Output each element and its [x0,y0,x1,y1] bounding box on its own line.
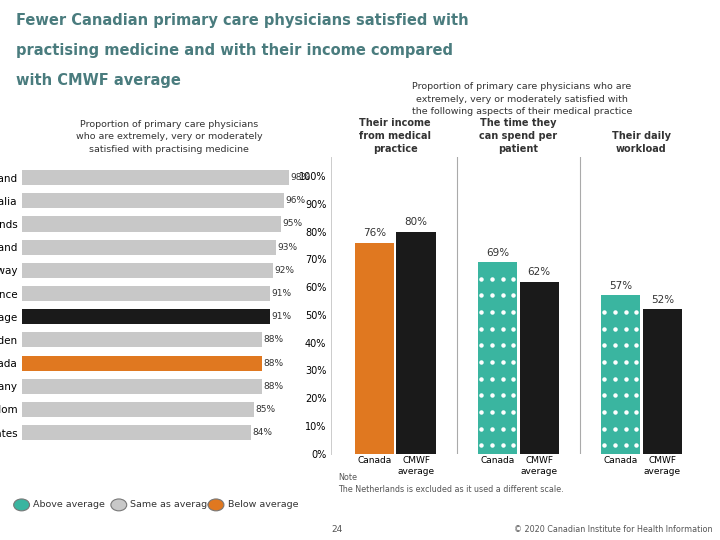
Text: Their daily
workload: Their daily workload [612,131,671,154]
Bar [22,355,262,370]
Text: 52%: 52% [651,295,674,305]
Text: 57%: 57% [609,281,632,291]
Text: 92%: 92% [274,266,294,275]
Text: 88%: 88% [264,382,284,391]
Text: 88%: 88% [264,359,284,368]
Bar [22,193,284,208]
Bar [22,170,289,185]
Text: Proportion of primary care physicians
who are extremely, very or moderately
sati: Proportion of primary care physicians wh… [76,120,263,154]
Text: 69%: 69% [486,248,509,258]
Bar [22,402,254,417]
Text: Below average: Below average [228,501,298,509]
Text: 95%: 95% [283,219,302,228]
Text: 98%: 98% [291,173,311,182]
Text: Proportion of primary care physicians who are
extremely, very or moderately sati: Proportion of primary care physicians wh… [412,82,632,116]
Bar [397,232,436,454]
Text: Above average: Above average [33,501,105,509]
Text: 85%: 85% [256,405,276,414]
Bar [520,281,559,454]
Bar [22,379,262,394]
Bar [600,295,640,454]
Text: 62%: 62% [528,267,551,278]
Text: Fewer Canadian primary care physicians satisfied with: Fewer Canadian primary care physicians s… [16,14,469,29]
Bar [22,217,282,232]
Text: Note
The Netherlands is excluded as it used a different scale.: Note The Netherlands is excluded as it u… [338,472,564,494]
Text: Same as average: Same as average [130,501,213,509]
Text: 84%: 84% [253,428,273,437]
Text: © 2020 Canadian Institute for Health Information: © 2020 Canadian Institute for Health Inf… [514,524,713,534]
Text: The time they
can spend per
patient: The time they can spend per patient [480,118,557,154]
Text: practising medicine and with their income compared: practising medicine and with their incom… [16,43,453,58]
Text: 96%: 96% [285,197,305,205]
Bar [354,242,394,454]
Bar [22,263,273,278]
Bar [22,286,270,301]
Text: 93%: 93% [277,242,297,252]
Bar [22,332,262,347]
Bar [22,425,251,440]
Bar [22,240,276,255]
Bar [22,309,270,324]
Text: 24: 24 [331,524,343,534]
Bar [477,262,517,454]
Text: 80%: 80% [405,218,428,227]
Text: 91%: 91% [271,312,292,321]
Text: 88%: 88% [264,335,284,345]
Bar [643,309,682,454]
Text: 76%: 76% [363,228,386,239]
Text: 91%: 91% [271,289,292,298]
Text: with CMWF average: with CMWF average [16,73,181,88]
Text: Their income
from medical
practice: Their income from medical practice [359,118,431,154]
